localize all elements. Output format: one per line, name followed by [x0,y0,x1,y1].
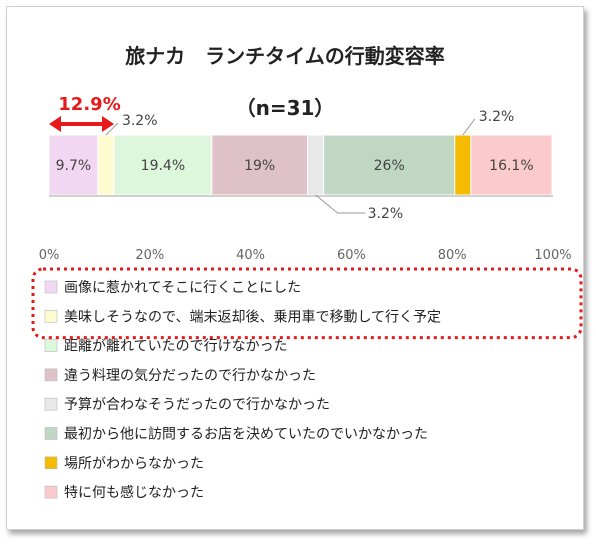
x-tick-label: 80% [438,248,467,263]
leader-line [462,118,476,136]
bar-segment [113,134,213,196]
data-labels: 9.7% 3.2% 19.4% 19% 3.2% 26% 3.2% 16.1% [56,109,534,222]
leader-line [315,194,366,214]
highlight-annotation: 12.9% [49,94,121,132]
legend-swatch [44,280,58,294]
bar-segment [97,134,115,196]
data-label: 16.1% [489,158,533,174]
annotation-arrow-head [102,116,115,132]
annotation-label: 12.9% [58,94,120,115]
annotation-arrow-head [49,116,61,132]
legend-item-label: 特に何も感じなかった [64,484,204,501]
data-label: 3.2% [122,113,158,129]
x-tick-label: 0% [39,248,60,263]
legend-item-label: 最初から他に訪問するお店を決めていたのでいかなかった [64,426,428,443]
leader-line [105,122,119,136]
legend-item-label: 予算が合わなそうだったので行かなかった [64,397,330,413]
chart-title: 旅ナカ ランチタイムの行動変容率 [125,44,445,68]
bar-segments [48,134,553,197]
legend-item-label: 場所がわからなかった [64,456,204,472]
legend-item-label: 違う料理の気分だったので行かなかった [64,368,316,384]
legend-swatch [44,485,58,499]
data-label: 26% [374,158,405,174]
chart-frame: 旅ナカ ランチタイムの行動変容率 （n=31） 12.9% 9.7% 3.2% 19… [6,6,584,530]
chart-subtitle: （n=31） [236,96,335,120]
legend-item-label: 画像に惹かれてそこに行くことにした [64,280,301,296]
stacked-bar-chart: 旅ナカ ランチタイムの行動変容率 （n=31） 12.9% 9.7% 3.2% 19… [31,44,583,501]
x-tick-label: 60% [337,248,366,263]
x-tick-label: 20% [135,248,164,263]
data-label: 9.7% [56,158,92,174]
legend-swatch [44,339,58,352]
legend-highlight-box [31,267,583,340]
data-label: 19% [244,158,275,174]
legend-item-label: 美味しそうなので、端末返却後、乗用車で移動して行く予定 [64,308,441,325]
legend-item-label: 距離が離れていたので行けなかった [64,338,288,355]
x-tick-label: 40% [236,248,265,263]
data-label: 19.4% [141,158,185,174]
legend-swatch [44,456,58,470]
legend-swatch [44,397,58,411]
legend-swatch [44,427,58,440]
x-tick-label: 100% [534,248,571,263]
legend-swatch [44,368,58,382]
x-axis: 0% 20% 40% 60% 80% 100% [39,248,572,263]
data-label: 3.2% [479,109,515,125]
bar-segment [307,134,325,196]
bar-segment [454,134,472,196]
data-label: 3.2% [368,206,404,222]
bar-segment [470,134,553,196]
legend: 画像に惹かれてそこに行くことにした美味しそうなので、端末返却後、乗用車で移動して… [31,267,583,501]
legend-swatch [44,309,58,323]
